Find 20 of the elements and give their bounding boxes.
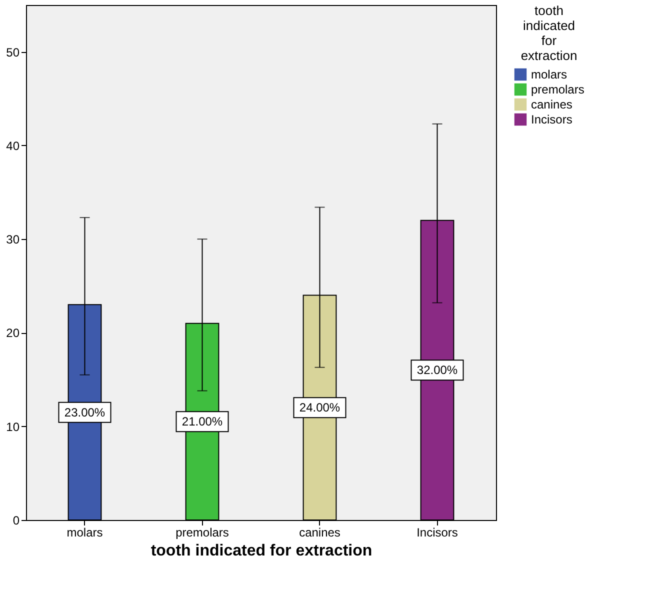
y-tick-label: 10 xyxy=(6,420,20,434)
data-label: 32.00% xyxy=(416,363,458,378)
data-label: 21.00% xyxy=(182,414,223,429)
x-tick-label: Incisors xyxy=(416,526,458,540)
x-tick-label: premolars xyxy=(176,526,229,540)
y-tick-label: 50 xyxy=(6,45,20,60)
y-tick-label: 0 xyxy=(12,514,20,528)
x-axis-title: tooth indicated for extraction xyxy=(150,542,372,560)
y-tick-label: 30 xyxy=(6,232,20,247)
y-tick-label: 20 xyxy=(6,326,20,340)
x-tick-label: canines xyxy=(299,526,340,540)
x-tick-label: molars xyxy=(66,526,103,540)
data-label: 23.00% xyxy=(64,405,106,420)
legend-label: molars xyxy=(531,68,568,82)
data-label: 24.00% xyxy=(299,400,340,415)
legend-label: Incisors xyxy=(531,112,572,126)
legend-title: tooth indicated for extraction xyxy=(520,3,578,63)
y-tick-label: 40 xyxy=(6,138,20,153)
legend-label: canines xyxy=(531,98,572,112)
legend-label: premolars xyxy=(531,82,584,96)
